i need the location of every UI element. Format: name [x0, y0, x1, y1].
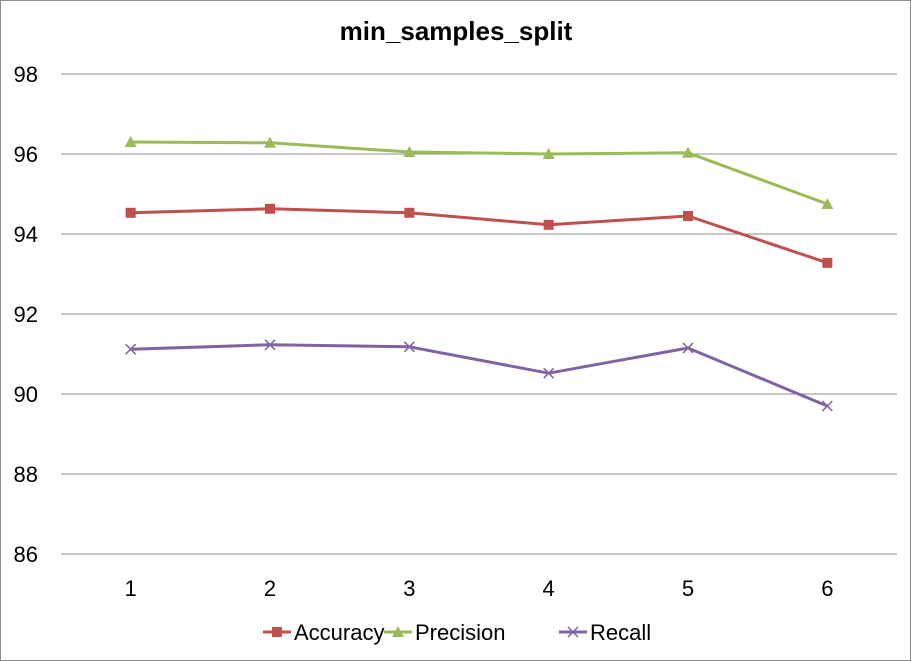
legend: Accuracy Precision Recall — [263, 620, 651, 645]
x-axis-ticks: 1 2 3 4 5 6 — [125, 576, 834, 601]
x-tick-label: 6 — [821, 576, 833, 601]
legend-label: Precision — [415, 620, 505, 645]
precision-line — [130, 140, 828, 206]
series-accuracy — [125, 203, 833, 268]
legend-item-accuracy: Accuracy — [263, 620, 384, 645]
y-axis-ticks: 86 88 90 92 94 96 98 — [14, 62, 38, 567]
y-tick-label: 86 — [14, 542, 38, 567]
accuracy-point — [265, 203, 275, 214]
recall-point — [264, 339, 276, 351]
legend-label: Accuracy — [294, 620, 384, 645]
accuracy-line — [130, 207, 828, 265]
legend-marker — [272, 627, 282, 637]
legend-marker — [392, 626, 404, 637]
y-tick-label: 94 — [14, 222, 38, 247]
legend-marker — [567, 626, 579, 638]
legend-item-recall: Recall — [559, 620, 651, 645]
precision-point — [821, 198, 834, 209]
series-recall — [125, 339, 833, 412]
accuracy-point — [125, 207, 136, 218]
y-tick-label: 96 — [14, 142, 38, 167]
y-tick-label: 98 — [14, 62, 38, 87]
y-tick-label: 88 — [14, 462, 38, 487]
legend-label: Recall — [590, 620, 651, 645]
x-tick-label: 2 — [264, 576, 276, 601]
x-tick-label: 4 — [543, 576, 555, 601]
recall-point — [125, 343, 137, 355]
x-tick-label: 1 — [125, 576, 137, 601]
precision-point — [264, 136, 276, 148]
precision-point — [403, 146, 416, 157]
recall-point — [682, 342, 694, 354]
recall-point — [821, 400, 833, 412]
accuracy-point — [404, 207, 415, 218]
gridlines — [61, 73, 897, 555]
recall-point — [403, 341, 415, 353]
legend-item-precision: Precision — [384, 620, 505, 645]
precision-point — [682, 146, 694, 158]
y-tick-label: 92 — [14, 302, 38, 327]
x-tick-label: 3 — [403, 576, 415, 601]
chart-title: min_samples_split — [340, 16, 573, 46]
recall-point — [543, 367, 555, 379]
y-tick-label: 90 — [14, 382, 38, 407]
accuracy-point — [543, 219, 554, 230]
precision-point — [542, 148, 555, 159]
x-tick-label: 5 — [682, 576, 694, 601]
series-precision — [124, 136, 834, 209]
series-lines — [124, 136, 834, 412]
accuracy-point — [683, 211, 693, 221]
accuracy-point — [822, 257, 833, 268]
recall-line — [130, 343, 828, 408]
precision-point — [124, 136, 137, 147]
